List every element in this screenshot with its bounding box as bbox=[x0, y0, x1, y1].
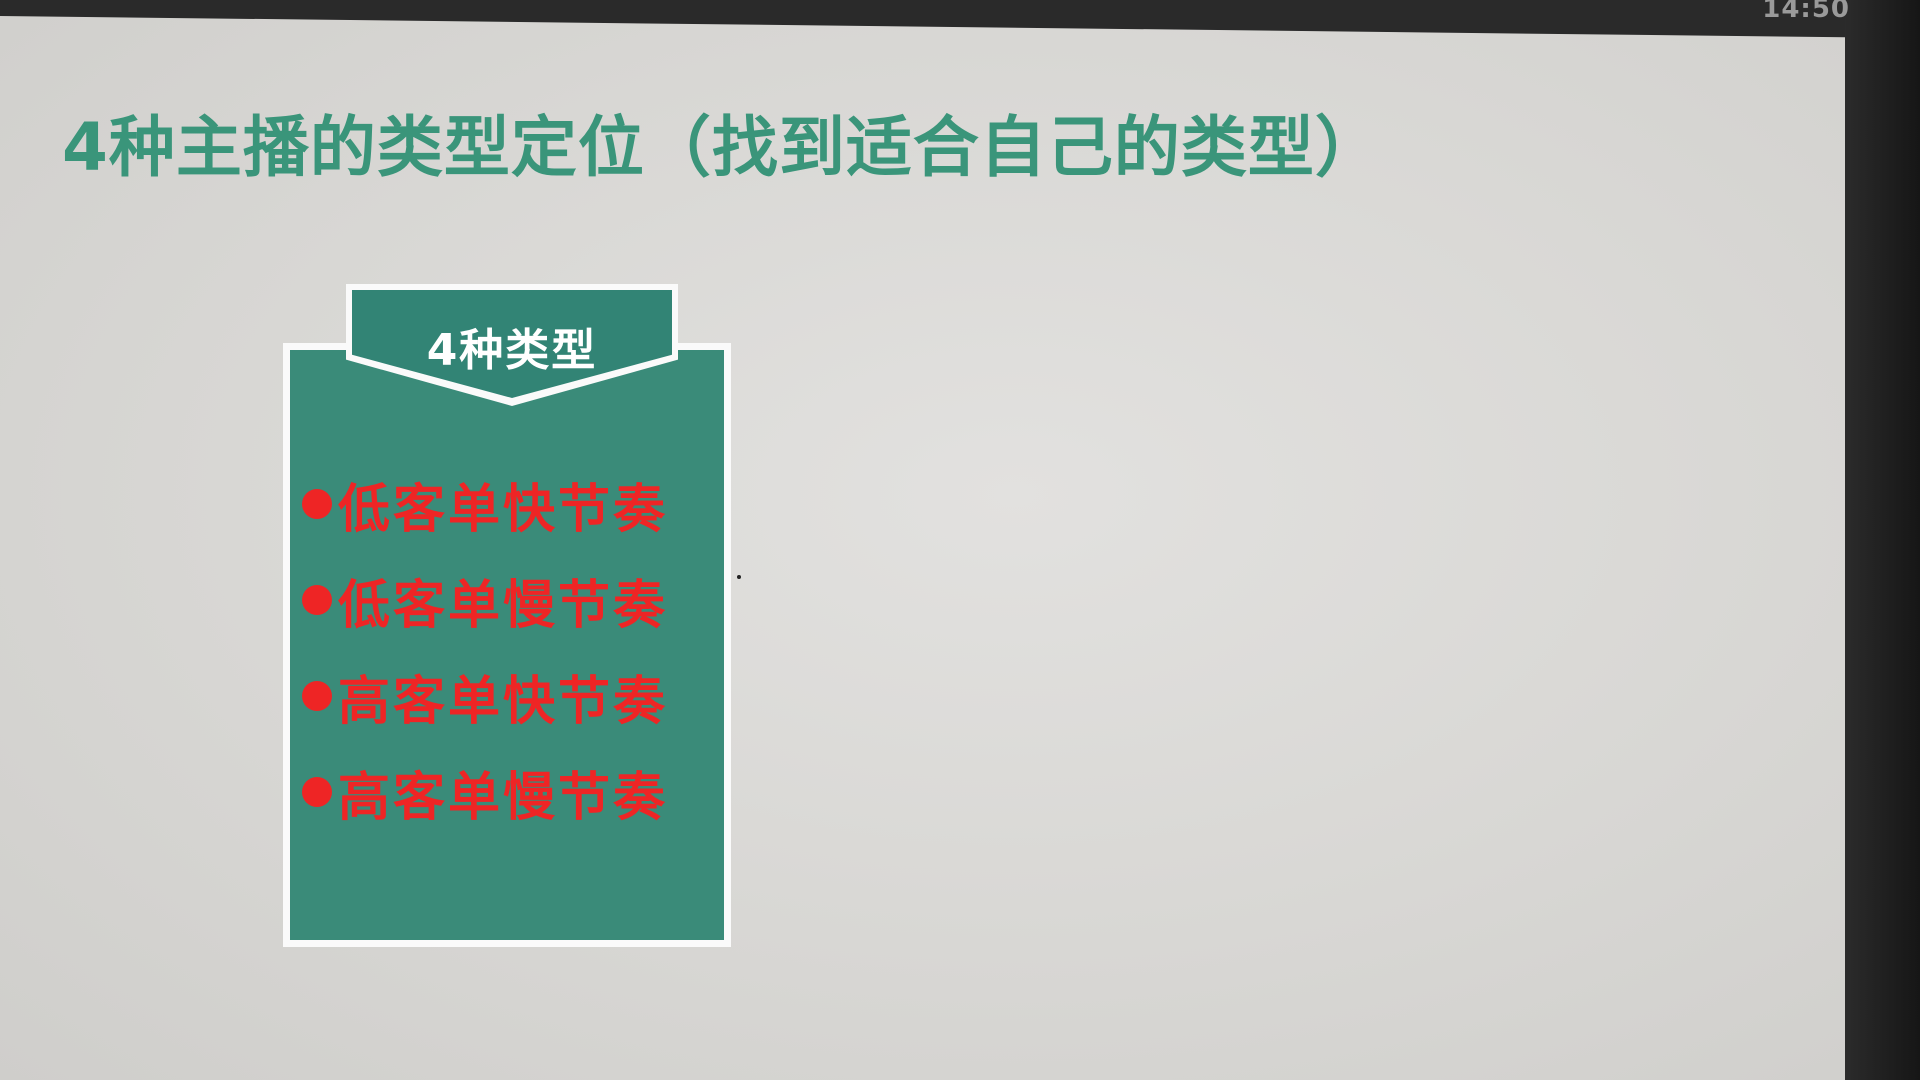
list-item: 高客单慢节奏 bbox=[302, 744, 668, 840]
types-list: 低客单快节奏 低客单慢节奏 高客单快节奏 高客单慢节奏 bbox=[302, 456, 668, 840]
list-item-label: 低客单快节奏 bbox=[338, 479, 669, 540]
list-item-label: 高客单慢节奏 bbox=[338, 767, 669, 828]
bullet-icon bbox=[302, 585, 332, 615]
screen-bezel bbox=[1845, 0, 1920, 1080]
bullet-icon bbox=[302, 681, 332, 711]
list-item-label: 高客单快节奏 bbox=[338, 671, 669, 732]
list-item: 高客单快节奏 bbox=[302, 648, 668, 744]
presentation-slide: 4种主播的类型定位（找到适合自己的类型） 4种类型 低客单快节奏 低客单慢节奏 … bbox=[0, 16, 1845, 1080]
clock-display: 14:50 bbox=[1762, 0, 1850, 24]
types-card bbox=[283, 343, 731, 947]
list-item-label: 低客单慢节奏 bbox=[338, 575, 669, 636]
types-card-body bbox=[290, 350, 724, 940]
types-card-header-label: 4种类型 bbox=[426, 325, 598, 376]
mouse-cursor-icon bbox=[737, 575, 741, 579]
list-item: 低客单慢节奏 bbox=[302, 552, 668, 648]
list-item: 低客单快节奏 bbox=[302, 456, 668, 552]
bullet-icon bbox=[302, 777, 332, 807]
bullet-icon bbox=[302, 489, 332, 519]
slide-title: 4种主播的类型定位（找到适合自己的类型） bbox=[62, 109, 1382, 186]
